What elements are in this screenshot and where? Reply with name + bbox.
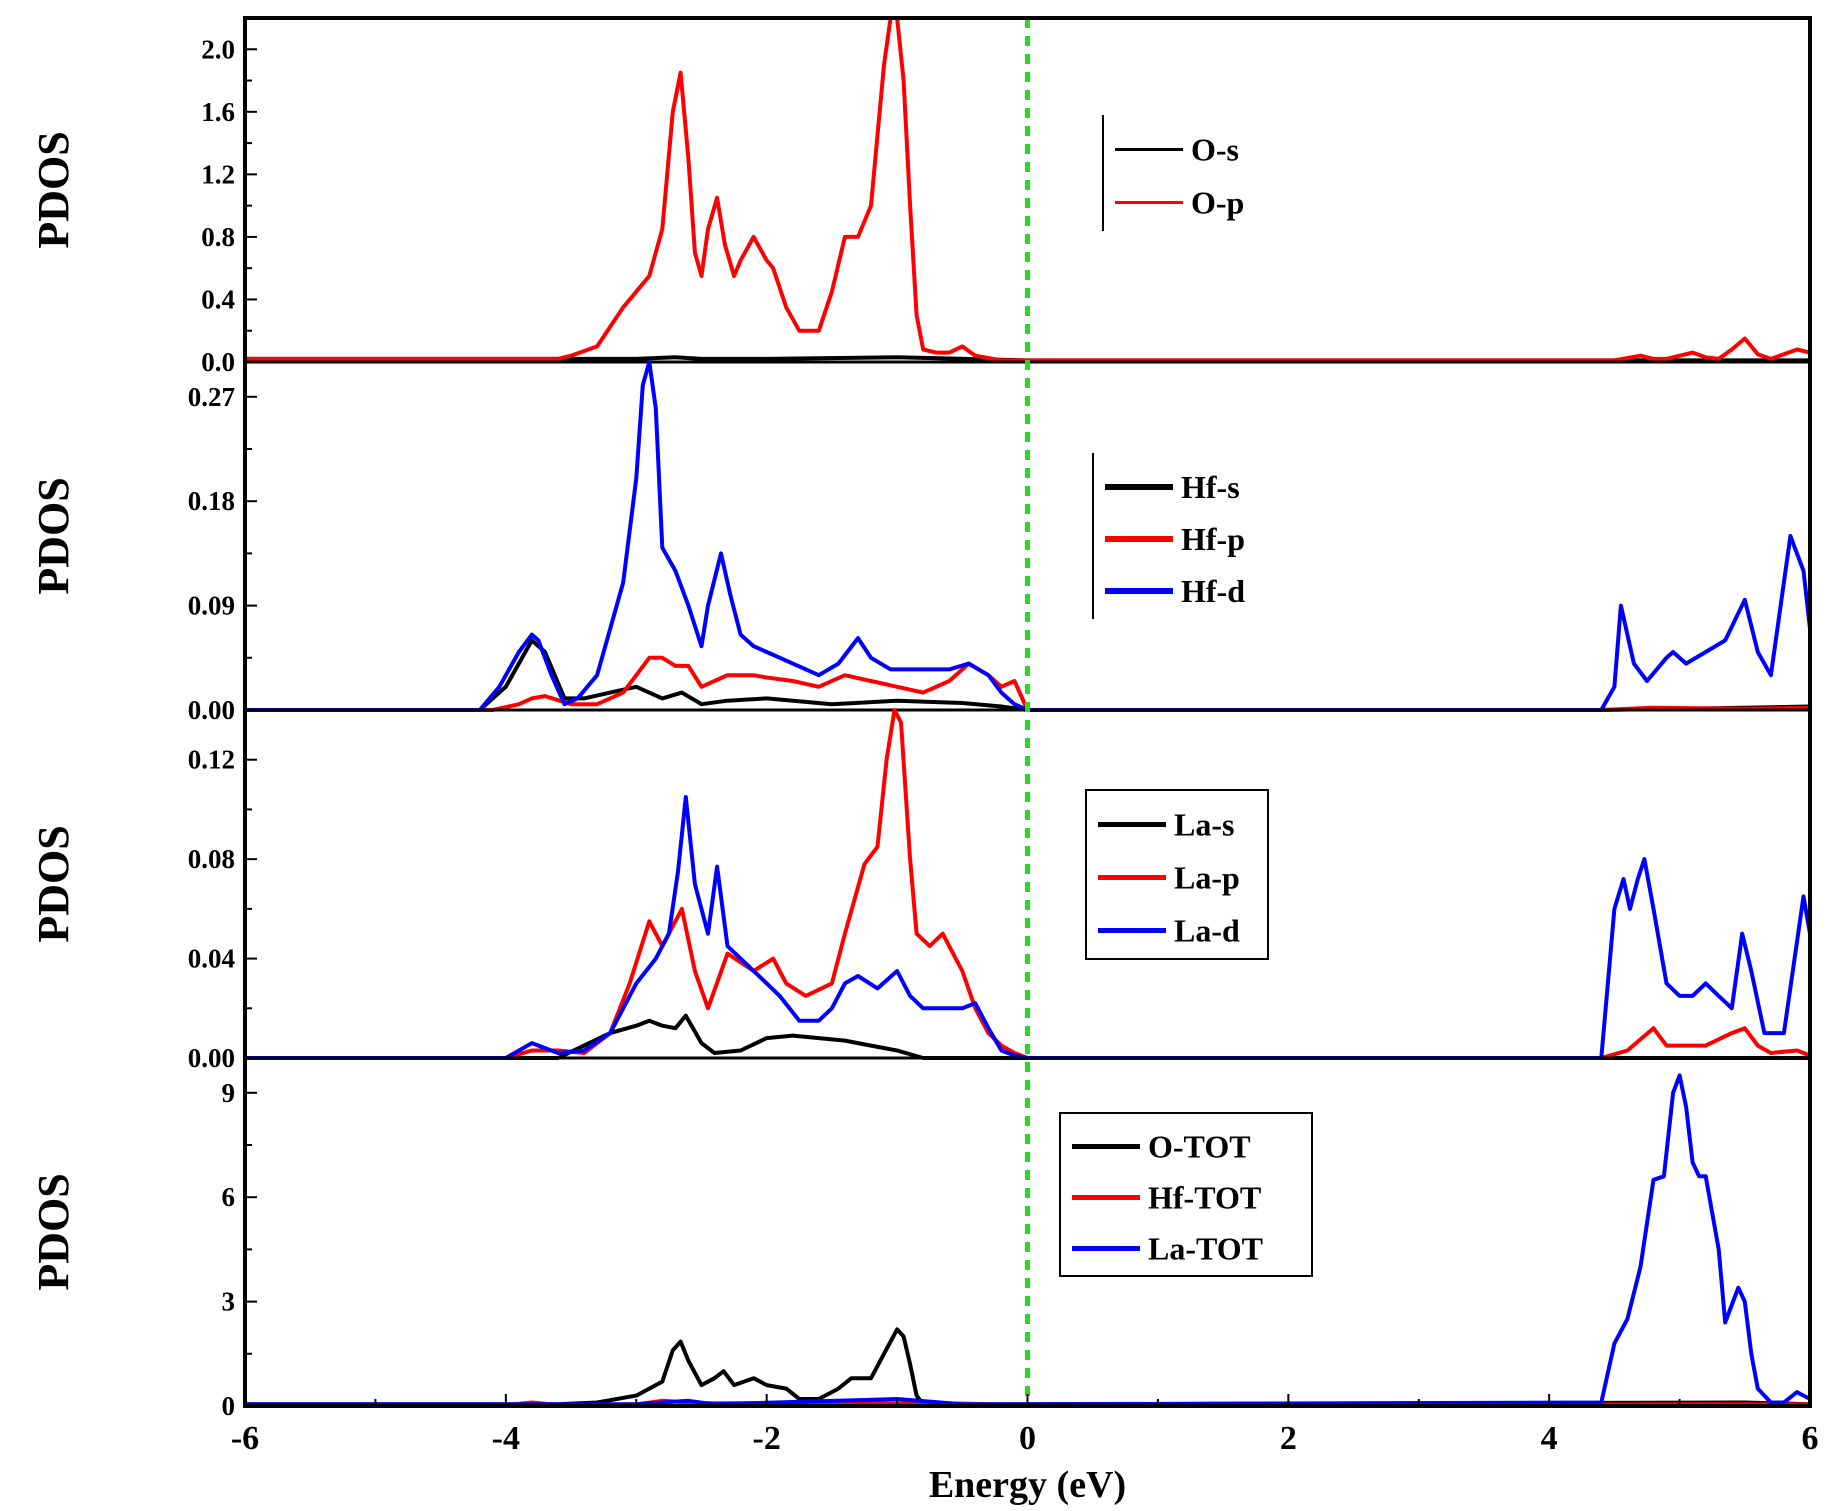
y-axis-label: PDOS — [29, 477, 78, 594]
series-line-la-s — [243, 1013, 1812, 1060]
series-line-hf-p — [243, 655, 1812, 712]
series-line-la-tot — [243, 1073, 1812, 1407]
legend-1: O-s O-p — [1102, 115, 1244, 231]
series-line-hf-d — [243, 360, 1812, 712]
y-axis-label: PDOS — [29, 1173, 78, 1290]
x-tick-label: 4 — [1541, 1420, 1558, 1457]
series-line-la-d — [243, 795, 1812, 1060]
x-tick-label: -4 — [492, 1420, 520, 1457]
y-tick-label: 0.27 — [188, 382, 235, 412]
x-tick-label: -2 — [753, 1420, 781, 1457]
y-tick-label: 1.2 — [201, 159, 235, 189]
y-tick-label: 6 — [222, 1182, 236, 1212]
y-tick-label: 0.08 — [188, 844, 235, 874]
series-line-o-tot — [243, 1327, 1812, 1407]
y-tick-label: 0.12 — [188, 745, 235, 775]
y-tick-label: 0.04 — [188, 944, 235, 974]
y-tick-label: 0.4 — [201, 284, 235, 314]
y-tick-label: 2.0 — [201, 34, 235, 64]
legend-3: La-s La-p La-d — [1085, 789, 1269, 960]
y-tick-label: 9 — [222, 1078, 236, 1108]
legend-label-la-s: La-s — [1174, 807, 1234, 843]
legend-label-o-tot: O-TOT — [1148, 1129, 1251, 1165]
legend-label-hf-d: Hf-d — [1181, 573, 1245, 609]
y-tick-label: 0.0 — [201, 347, 235, 377]
series-line-o-p — [243, 16, 1812, 363]
legend-2: Hf-s Hf-p Hf-d — [1092, 453, 1245, 619]
y-tick-label: 0 — [222, 1391, 236, 1421]
legend-label-o-s: O-s — [1191, 132, 1239, 168]
y-tick-label: 0.8 — [201, 222, 235, 252]
panel-4: 0 3 6 9 PDOS O-TOT Hf-TOT La-TOT — [29, 1056, 1812, 1421]
y-tick-label: 1.6 — [201, 97, 235, 127]
legend-label-la-d: La-d — [1174, 913, 1240, 949]
y-tick-label: 0.18 — [188, 486, 235, 516]
legend-label-hf-p: Hf-p — [1181, 521, 1245, 557]
legend-4: O-TOT Hf-TOT La-TOT — [1059, 1112, 1313, 1277]
legend-label-hf-s: Hf-s — [1181, 469, 1240, 505]
panel-1: 0.0 0.4 0.8 1.2 1.6 2.0 PDOS O-s O-p — [29, 16, 1812, 377]
x-axis-label: Energy (eV) — [929, 1464, 1126, 1506]
series-line-la-p — [243, 708, 1812, 1060]
x-tick-label: 2 — [1280, 1420, 1297, 1457]
y-tick-label: 0.00 — [188, 695, 235, 725]
y-axis-label: PDOS — [29, 825, 78, 942]
legend-label-hf-tot: Hf-TOT — [1148, 1180, 1261, 1216]
y-axis-label: PDOS — [29, 131, 78, 248]
x-tick-label: 6 — [1802, 1420, 1819, 1457]
x-tick-label: 0 — [1019, 1420, 1036, 1457]
legend-label-la-p: La-p — [1174, 860, 1240, 896]
y-tick-label: 0.00 — [188, 1043, 235, 1073]
y-tick-label: 3 — [222, 1287, 236, 1317]
x-tick-label: -6 — [231, 1420, 259, 1457]
legend-label-o-p: O-p — [1191, 185, 1244, 221]
legend-label-la-tot: La-TOT — [1148, 1231, 1263, 1267]
y-tick-label: 0.09 — [188, 591, 235, 621]
x-axis: -6 -4 -2 0 2 4 6 — [231, 1394, 1819, 1457]
